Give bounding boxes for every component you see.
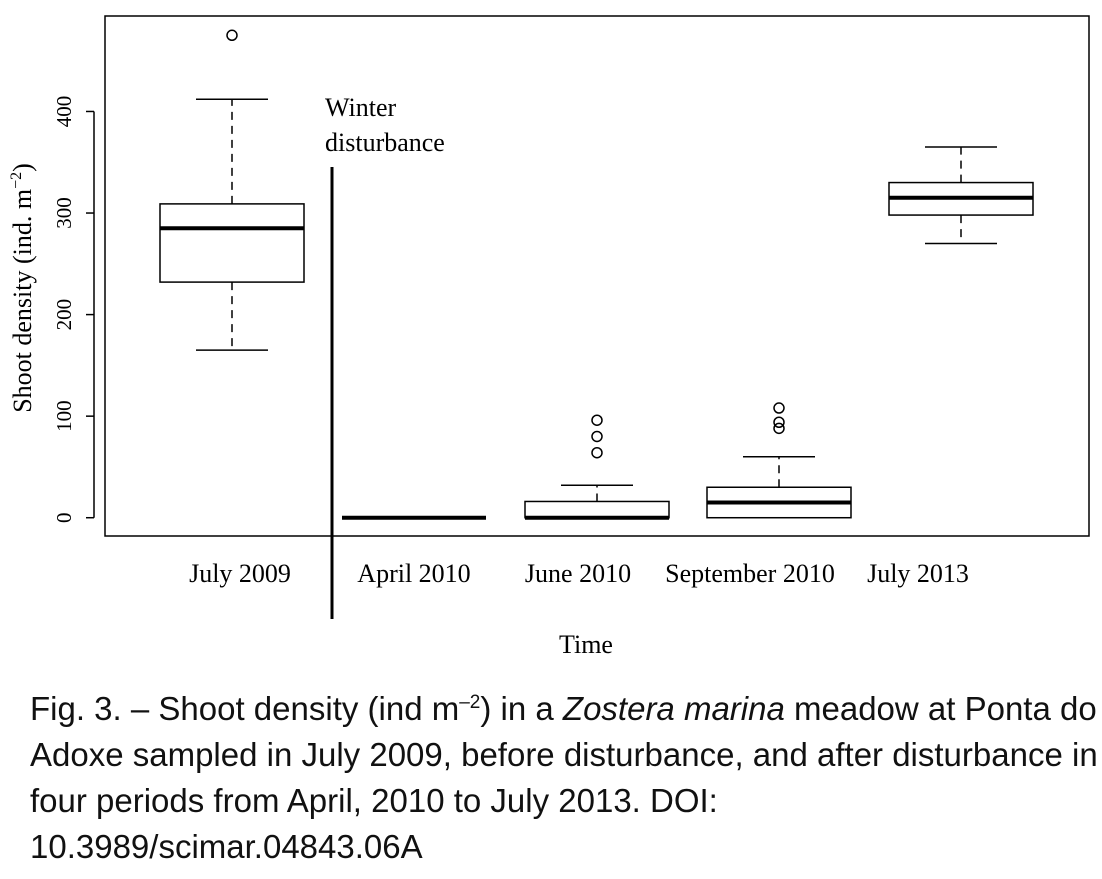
box-july-2013 (888, 146, 1034, 245)
x-axis-tick-labels: July 2009 April 2010 June 2010 September 20… (189, 559, 969, 588)
y-tick-label: 400 (52, 96, 76, 128)
annotation-line1: Winter (325, 93, 396, 122)
annotation-line2: disturbance (325, 128, 445, 157)
outlier-point (226, 29, 238, 42)
y-tick-label: 100 (52, 400, 76, 432)
y-tick-label: 0 (52, 512, 76, 523)
caption-sup: –2 (459, 692, 481, 713)
x-axis-title: Time (559, 630, 613, 659)
y-tick-label: 200 (52, 299, 76, 331)
caption-rest: meadow at Ponta do Adoxe sampled in July… (30, 690, 1098, 865)
y-axis-title-sup: −2 (8, 172, 25, 189)
outlier-point (591, 414, 603, 426)
box-september-2010 (706, 402, 852, 519)
y-axis-title-close: ) (8, 163, 37, 172)
box-june-2010 (524, 414, 670, 520)
y-tick-label: 300 (52, 197, 76, 229)
x-tick-label: July 2009 (189, 559, 291, 588)
y-axis: 0 100 200 300 400 (52, 96, 95, 523)
x-tick-label: April 2010 (357, 559, 470, 588)
x-tick-label: June 2010 (525, 559, 631, 588)
box-iqr (524, 500, 670, 519)
plot-frame (104, 15, 1090, 537)
y-axis-title: Shoot density (ind. m−2) (8, 163, 37, 413)
outlier-point (773, 422, 785, 435)
caption-species: Zostera marina (562, 690, 785, 727)
box-iqr (159, 203, 305, 283)
x-tick-label: September 2010 (665, 559, 835, 588)
outlier-point (591, 430, 603, 443)
x-tick-label: July 2013 (867, 559, 969, 588)
boxes (159, 29, 1034, 520)
boxplot-chart: 0 100 200 300 400 July 2009 April 2010 June 20… (8, 15, 1090, 659)
outlier-point (773, 416, 785, 428)
outlier-point (773, 402, 785, 414)
box-july-2009 (159, 29, 305, 351)
figure-caption: Fig. 3. – Shoot density (ind m–2) in a Z… (30, 686, 1100, 870)
outlier-point (591, 446, 603, 459)
caption-mid: ) in a (480, 690, 563, 727)
caption-prefix: Fig. 3. – Shoot density (ind m (30, 690, 460, 727)
